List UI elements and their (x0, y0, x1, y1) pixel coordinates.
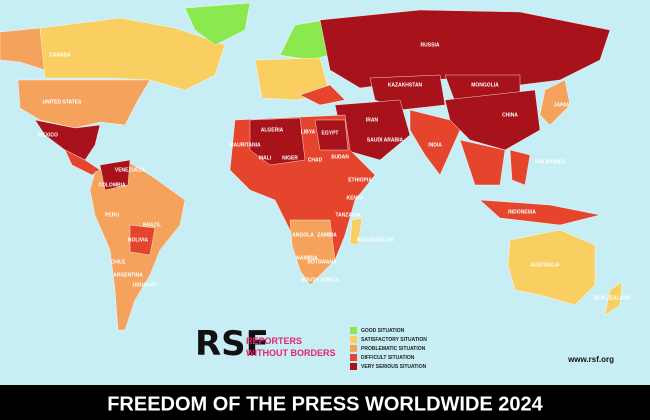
country-label: KENYA (346, 195, 363, 201)
country-label: CHAD (308, 157, 323, 163)
country-label: LIBYA (301, 129, 316, 135)
country-label: PERU (105, 212, 119, 218)
url: www.rsf.org (567, 355, 614, 364)
country-label: NIGER (282, 155, 298, 161)
country-label: UNITED STATES (43, 99, 83, 105)
country-label: CHILE (111, 259, 127, 265)
country-label: MAURITANIA (229, 142, 261, 148)
legend-label: SATISFACTORY SITUATION (361, 337, 427, 343)
country-label: NEW ZEALAND (594, 295, 631, 301)
country-label: INDIA (428, 142, 442, 148)
legend-swatch (350, 363, 357, 370)
legend-label: VERY SERIOUS SITUATION (361, 364, 427, 370)
country-label: ALGERIA (261, 127, 284, 133)
logo-name: REPORTERS (246, 336, 302, 346)
country-label: URUGUAY (133, 282, 158, 288)
legend-swatch (350, 345, 357, 352)
legend-swatch (350, 354, 357, 361)
country-label: MADAGASCAR (357, 237, 394, 243)
logo-mark: RSF (195, 324, 269, 364)
country-label: ZAMBIA (317, 232, 337, 238)
country-label: EGYPT (322, 130, 339, 136)
legend: GOOD SITUATION SATISFACTORY SITUATION PROB… (350, 327, 427, 370)
country-label: PHILIPPINES (534, 159, 566, 165)
country-label: SOUTH AFRICA (301, 277, 339, 283)
legend-label: DIFFICULT SITUATION (361, 355, 415, 361)
country-label: KAZAKHSTAN (388, 82, 423, 88)
country-label: AUSTRALIA (531, 262, 560, 268)
country-label: ANGOLA (292, 232, 314, 238)
country-label: INDONESIA (508, 209, 536, 215)
country-label: BRAZIL (143, 222, 161, 228)
country-label: NAMIBIA (296, 255, 318, 261)
country-label: CHINA (502, 112, 518, 118)
country-label: CANADA (49, 52, 71, 58)
country-label: MEXICO (38, 132, 58, 138)
country-label: VENEZUELA (115, 167, 146, 173)
country-label: BOLIVIA (128, 237, 149, 243)
country-label: ARGENTINA (113, 272, 143, 278)
legend-label: GOOD SITUATION (361, 328, 405, 334)
country-label: IRAN (366, 117, 379, 123)
country-label: SAUDI ARABIA (367, 137, 404, 143)
legend-swatch (350, 327, 357, 334)
title: FREEDOM OF THE PRESS WORLDWIDE 2024 (107, 393, 543, 415)
legend-swatch (350, 336, 357, 343)
title-bar (0, 385, 650, 420)
country-label: JAPAN (554, 102, 571, 108)
country-label: TANZANIA (335, 212, 361, 218)
logo-name: WITHOUT BORDERS (246, 348, 336, 358)
country-label: MALI (259, 155, 272, 161)
country-label: BOTSWANA (307, 259, 337, 265)
country-labels: CANADA UNITED STATES MEXICO COLOMBIA VENEZUE… (38, 42, 631, 301)
land (0, 2, 623, 331)
country-label: SUDAN (331, 154, 349, 160)
country-label: MONGOLIA (471, 82, 499, 88)
country-label: ETHIOPIA (348, 177, 372, 183)
country-label: RUSSIA (421, 42, 440, 48)
country-label: COLOMBIA (98, 182, 126, 188)
legend-label: PROBLEMATIC SITUATION (361, 346, 426, 352)
